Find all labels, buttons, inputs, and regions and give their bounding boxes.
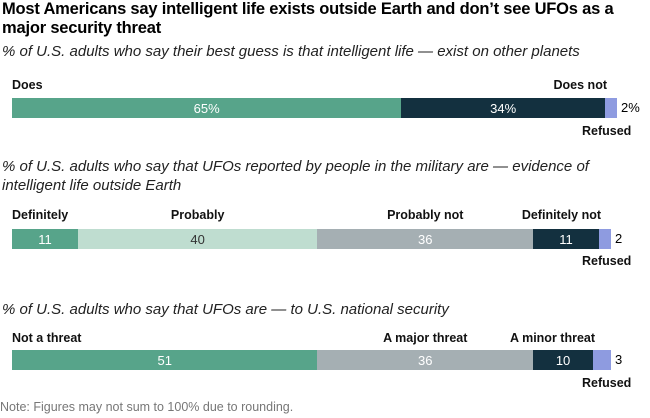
bar-segment-probably-not: 36 [317,229,534,249]
bar-segment-not-a-threat: 51 [12,350,318,370]
data-label: 36 [418,231,433,247]
bar-segment-does: 65% [12,98,402,118]
category-label-refused: Refused [582,124,632,138]
category-label-refused: Refused [582,254,632,268]
bar-segment-definitely-not: 11 [533,229,599,249]
category-label: Probably [170,208,225,222]
bar-segment-refused [604,98,617,118]
category-label: Not a threat [12,331,82,345]
bar-segment-probably: 40 [77,229,318,249]
data-label: 11 [38,231,52,247]
category-label-refused: Refused [582,376,632,390]
category-label: Probably not [387,208,464,222]
chart-subtitle-2: % of U.S. adults who say that UFOs repor… [2,158,589,194]
category-label: A minor threat [510,331,596,345]
bar-segment-does-not: 34% [401,98,605,118]
category-label: Does [12,78,43,92]
category-label: A major threat [383,331,468,345]
bar-segment-refused [593,350,611,370]
chart-note: Note: Figures may not sum to 100% due to… [0,400,294,414]
data-label: 65% [193,100,220,116]
category-label: Definitely [12,208,69,222]
chart-subtitle-1: % of U.S. adults who say their best gues… [2,43,580,60]
chart-subtitle-3: % of U.S. adults who say that UFOs are —… [2,301,449,318]
data-label: 51 [157,352,172,368]
data-label: 11 [559,231,573,247]
data-label: 10 [555,352,571,368]
data-label: 40 [190,231,205,247]
bar-segment-refused [599,229,611,249]
category-label: Definitely not [521,208,601,222]
bar-segment-a-minor-threat: 10 [533,350,593,370]
bar-segment-a-major-threat: 36 [317,350,534,370]
bar-segment-definitely: 11 [12,229,78,249]
chart-title: Most Americans say intelligent life exis… [2,0,614,37]
data-label: 36 [418,352,433,368]
data-label-refused: 2 [614,231,623,246]
category-label: Does not [553,78,607,92]
data-label-refused: 2% [620,100,640,115]
data-label-refused: 3 [614,352,623,367]
data-label: 34% [490,100,517,116]
